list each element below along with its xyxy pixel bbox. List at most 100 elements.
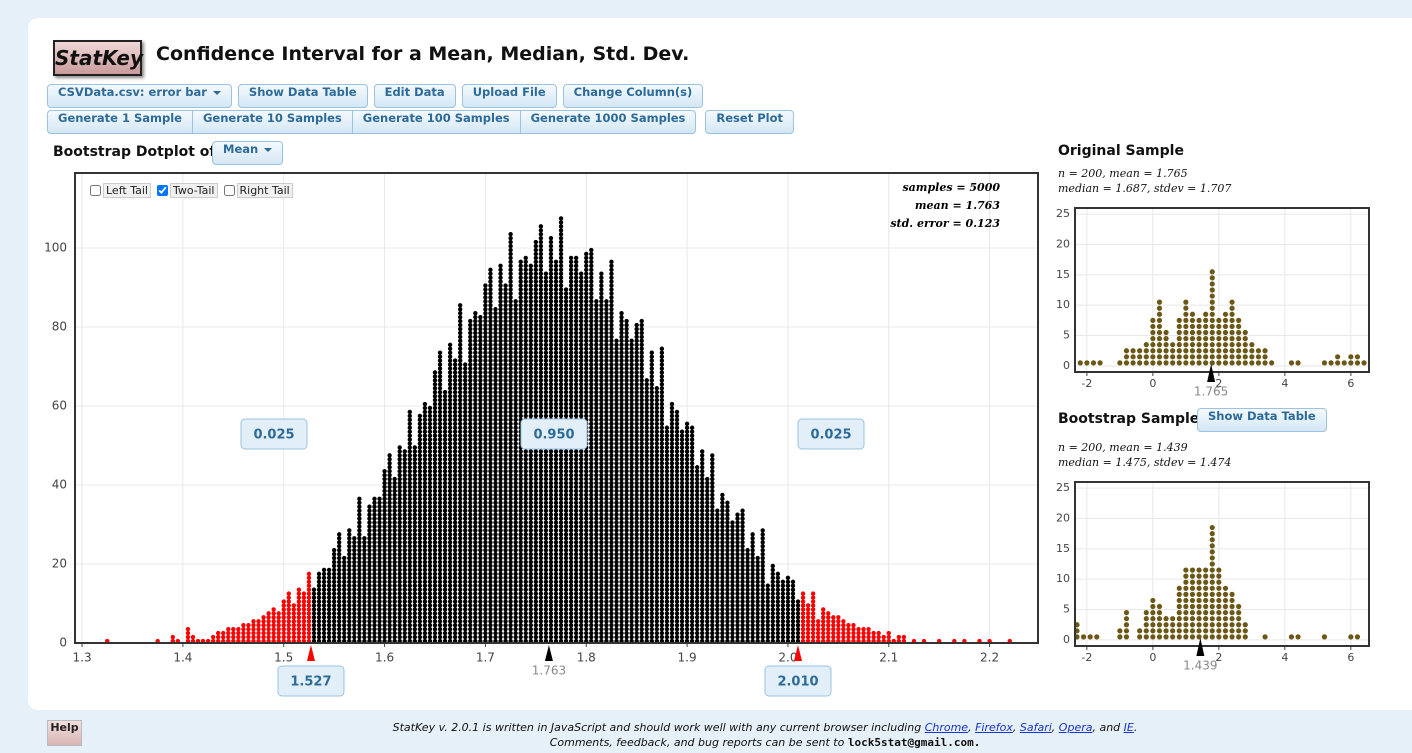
button[interactable]: Generate 1 Sample <box>47 110 192 134</box>
dot-column <box>886 630 891 644</box>
dot-column <box>543 271 549 644</box>
browser-link[interactable]: IE <box>1123 721 1134 734</box>
dot-column <box>226 626 231 644</box>
dot-column <box>407 409 412 644</box>
dot-column <box>1361 360 1367 366</box>
browser-link[interactable]: Chrome <box>924 721 969 734</box>
bound-marker <box>794 645 803 661</box>
dot-column <box>447 342 453 644</box>
tail-checkbox[interactable] <box>156 185 168 196</box>
dot-column <box>1203 311 1209 366</box>
dot-column <box>745 547 750 644</box>
dot-column <box>1328 360 1334 366</box>
y-tick-label: 60 <box>52 399 67 413</box>
statistic-label: Mean <box>223 142 259 156</box>
bound-label: 1.527 <box>290 675 331 690</box>
dot-column <box>352 536 357 644</box>
tail-checkbox[interactable] <box>223 185 235 196</box>
tail-option[interactable]: Two-Tail <box>156 183 218 198</box>
dot-column <box>463 362 468 644</box>
tail-option[interactable]: Left Tail <box>90 183 151 198</box>
dot-column <box>876 630 881 644</box>
dot-column <box>725 500 730 644</box>
dot-column <box>730 520 735 644</box>
dot-column <box>1321 360 1328 366</box>
button[interactable]: Change Column(s) <box>562 84 704 108</box>
dot-column <box>634 322 639 644</box>
help-button[interactable]: Help <box>47 720 82 746</box>
dot-column <box>387 453 392 644</box>
tail-checkbox[interactable] <box>90 185 101 196</box>
tail-option[interactable]: Right Tail <box>223 183 293 198</box>
dot-column <box>1295 360 1301 366</box>
bound-marker <box>306 645 315 661</box>
dot-column <box>694 465 700 644</box>
dot-column <box>1209 524 1215 640</box>
dot-column <box>231 626 236 644</box>
dot-column <box>1216 317 1222 366</box>
dot-column <box>336 532 342 644</box>
dot-column <box>1130 348 1136 366</box>
dot-column <box>397 445 402 644</box>
dot-column <box>836 615 841 644</box>
button[interactable]: Reset Plot <box>705 110 794 134</box>
dot-column <box>619 311 624 644</box>
button[interactable]: Upload File <box>461 84 557 108</box>
bound-label-box <box>277 665 345 697</box>
x-tick-label: 6 <box>1347 651 1354 664</box>
panel-title: Original Sample <box>1058 143 1184 159</box>
dot-column <box>1170 342 1176 366</box>
dot-column <box>553 259 559 644</box>
dot-column <box>1222 585 1229 640</box>
button[interactable]: Generate 1000 Samples <box>519 110 697 134</box>
button[interactable]: Edit Data <box>373 84 456 108</box>
dot-column <box>372 496 377 644</box>
statistic-menu[interactable]: Mean <box>212 141 284 165</box>
dot-column <box>1163 329 1169 366</box>
panel-title: Bootstrap Sample <box>1058 411 1200 427</box>
dot-column <box>629 338 634 644</box>
dot-column <box>1249 342 1255 366</box>
dot-column <box>1143 609 1149 640</box>
browser-link[interactable]: Safari <box>1019 721 1052 734</box>
browser-link[interactable]: Opera <box>1058 721 1093 734</box>
dot-column <box>1084 360 1090 366</box>
dot-column <box>246 623 251 644</box>
dot-column <box>1170 616 1176 640</box>
browser-link[interactable]: Firefox <box>975 721 1013 734</box>
dot-column <box>210 634 216 644</box>
dot-column <box>261 615 266 644</box>
y-tick-label: 25 <box>1056 207 1070 220</box>
y-tick-label: 40 <box>52 478 67 492</box>
summary-stat: std. error = 0.123 <box>890 217 1000 230</box>
dot-column <box>362 536 367 644</box>
dot-column <box>780 579 786 644</box>
y-tick-label: 20 <box>52 557 67 571</box>
dot-column <box>594 299 599 644</box>
x-tick-label: 1.6 <box>375 651 394 665</box>
button[interactable]: Generate 10 Samples <box>191 110 352 134</box>
dot-column <box>271 607 276 644</box>
dot-column <box>705 476 710 644</box>
dot-column <box>357 496 362 644</box>
y-tick-label: 5 <box>1063 603 1070 616</box>
button[interactable]: Generate 100 Samples <box>351 110 520 134</box>
dot-column <box>518 259 523 644</box>
dot-column <box>321 567 327 644</box>
stat-line: median = 1.475, stdev = 1.474 <box>1058 456 1232 469</box>
dot-column <box>190 634 196 644</box>
dot-column <box>639 318 644 644</box>
button[interactable]: Show Data Table <box>237 84 368 108</box>
dot-column <box>1209 269 1215 366</box>
dot-column <box>785 575 791 644</box>
x-tick-label: -2 <box>1081 651 1092 664</box>
dot-column <box>1123 348 1130 366</box>
dot-column <box>306 571 312 644</box>
dot-column <box>775 571 781 644</box>
button[interactable]: Show Data Table <box>1197 408 1327 432</box>
logo[interactable]: StatKey <box>53 40 143 76</box>
plot-area <box>1075 482 1369 646</box>
data-menu[interactable]: CSVData.csv: error bar <box>47 84 232 108</box>
footer-text: Comments, feedback, and bug reports can … <box>549 736 845 749</box>
